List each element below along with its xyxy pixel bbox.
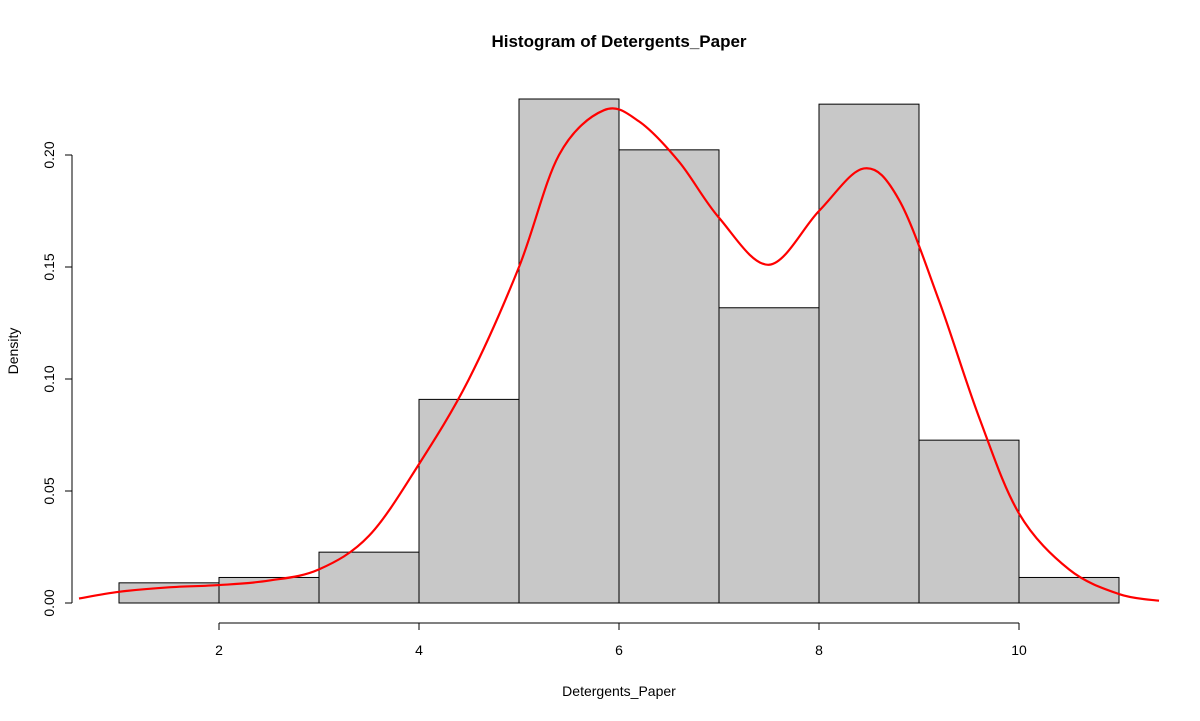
y-tick-label: 0.15: [41, 253, 57, 280]
histogram-bars: [118, 98, 1120, 604]
histogram-bar: [318, 551, 420, 604]
histogram-bar: [218, 576, 320, 604]
histogram-bar: [718, 307, 820, 604]
x-axis: 2 4 6 8 10: [215, 622, 1027, 658]
y-axis-label: Density: [5, 328, 21, 375]
chart-title: Histogram of Detergents_Paper: [491, 32, 746, 51]
histogram-bar: [418, 398, 520, 604]
histogram-bar: [518, 98, 620, 604]
histogram-bar: [918, 439, 1020, 604]
y-tick-label: 0.20: [41, 141, 57, 168]
histogram-bar: [618, 149, 720, 604]
density-curve: [78, 107, 1160, 602]
y-tick-label: 0.00: [41, 589, 57, 616]
histogram-bar: [1018, 576, 1120, 604]
y-tick-label: 0.10: [41, 365, 57, 392]
y-tick-label: 0.05: [41, 477, 57, 504]
histogram-bar: [818, 103, 920, 604]
x-tick-label: 2: [215, 642, 223, 658]
x-tick-label: 4: [415, 642, 423, 658]
y-axis: 0.00 0.05 0.10 0.15 0.20: [41, 141, 73, 617]
x-tick-label: 8: [815, 642, 823, 658]
x-tick-label: 10: [1011, 642, 1027, 658]
x-axis-label: Detergents_Paper: [562, 683, 676, 699]
x-tick-label: 6: [615, 642, 623, 658]
